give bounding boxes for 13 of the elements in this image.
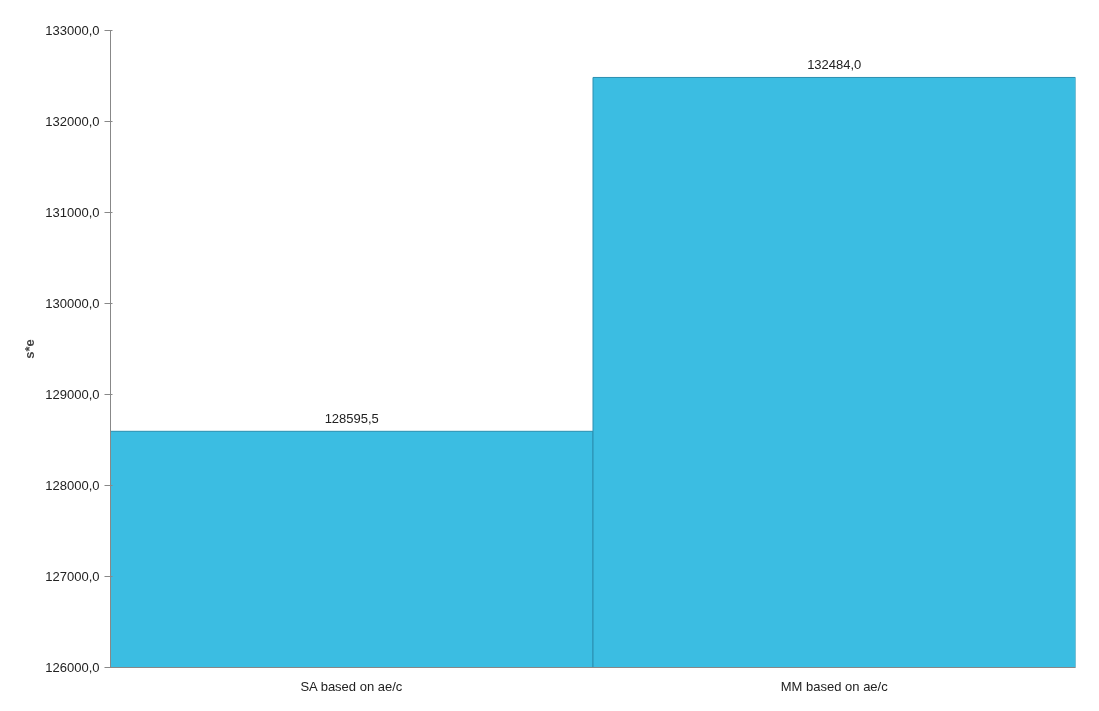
y-tick-label: 129000,0 (45, 387, 100, 402)
y-tick-label: 127000,0 (45, 569, 100, 584)
x-tick-label: SA based on ae/c (300, 678, 403, 694)
y-axis-title: s*e (22, 339, 38, 359)
y-tick-label: 133000,0 (45, 23, 100, 38)
y-tick-label: 130000,0 (45, 296, 100, 311)
x-tick-label: MM based on ae/c (780, 678, 889, 694)
y-tick-label: 131000,0 (45, 205, 100, 220)
data-label: 132484,0 (807, 57, 862, 73)
y-tick-label: 132000,0 (45, 114, 100, 129)
y-tick-label: 126000,0 (45, 660, 100, 675)
data-label: 128595,5 (324, 411, 379, 427)
y-tick-label: 128000,0 (45, 478, 100, 493)
